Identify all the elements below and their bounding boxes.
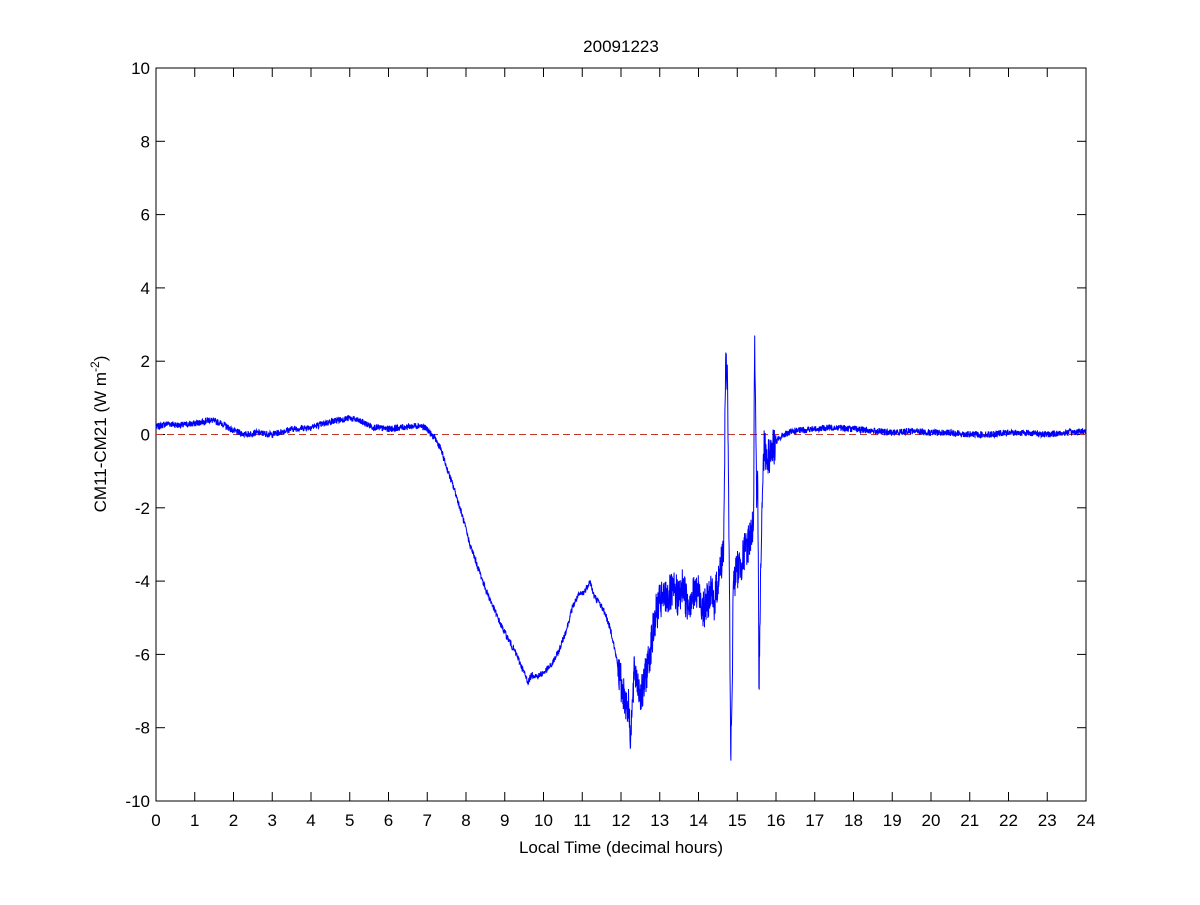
x-tick-label: 23 — [1038, 811, 1057, 830]
x-tick-label: 14 — [689, 811, 708, 830]
x-tick-label: 9 — [500, 811, 509, 830]
y-tick-labels: -10 -8 -6 -4 -2 0 2 4 6 8 10 — [125, 59, 150, 811]
x-tick-label: 13 — [650, 811, 669, 830]
x-tick-label: 7 — [423, 811, 432, 830]
chart-title: 20091223 — [583, 37, 659, 56]
y-tick-label: -2 — [135, 499, 150, 518]
y-tick-label: 6 — [141, 206, 150, 225]
y-tick-label: 4 — [141, 279, 150, 298]
x-tick-label: 11 — [573, 811, 591, 830]
x-tick-label: 20 — [922, 811, 941, 830]
y-tick-label: 10 — [131, 59, 150, 78]
x-tick-labels: 0 1 2 3 4 5 6 7 8 9 10 11 12 13 14 15 16 17 18 19 20 21 22 23 24 — [151, 811, 1095, 830]
series-line — [155, 335, 1087, 761]
x-tick-label: 12 — [612, 811, 631, 830]
x-tick-label: 2 — [229, 811, 238, 830]
x-tick-label: 6 — [384, 811, 393, 830]
x-tick-label: 19 — [883, 811, 902, 830]
y-axis-label-text: CM11-CM21 (W m — [91, 372, 110, 512]
x-tick-label: 8 — [461, 811, 470, 830]
y-tick-label: -8 — [135, 719, 150, 738]
y-tick-label: -4 — [135, 572, 150, 591]
x-tick-label: 18 — [844, 811, 863, 830]
y-axis-label-close: ) — [91, 356, 110, 362]
x-tick-label: 24 — [1077, 811, 1096, 830]
x-tick-label: 22 — [999, 811, 1018, 830]
y-tick-label: 0 — [141, 426, 150, 445]
y-axis-label: CM11-CM21 (W m-2) — [88, 356, 110, 513]
x-axis-label: Local Time (decimal hours) — [519, 838, 723, 857]
x-tick-label: 16 — [767, 811, 786, 830]
x-tick-label: 5 — [345, 811, 354, 830]
x-tick-label: 15 — [728, 811, 747, 830]
y-tick-label: 2 — [141, 352, 150, 371]
x-tick-label: 17 — [805, 811, 824, 830]
x-tick-label: 3 — [268, 811, 277, 830]
x-tick-label: 4 — [306, 811, 315, 830]
x-tick-label: 10 — [534, 811, 553, 830]
x-tick-label: 21 — [960, 811, 979, 830]
y-tick-label: -6 — [135, 645, 150, 664]
x-tick-label: 0 — [151, 811, 160, 830]
y-tick-label: 8 — [141, 132, 150, 151]
axis-ticks — [155, 67, 1087, 802]
x-tick-label: 1 — [190, 811, 199, 830]
y-tick-label: -10 — [125, 792, 150, 811]
y-axis-label-superscript: -2 — [88, 361, 102, 372]
